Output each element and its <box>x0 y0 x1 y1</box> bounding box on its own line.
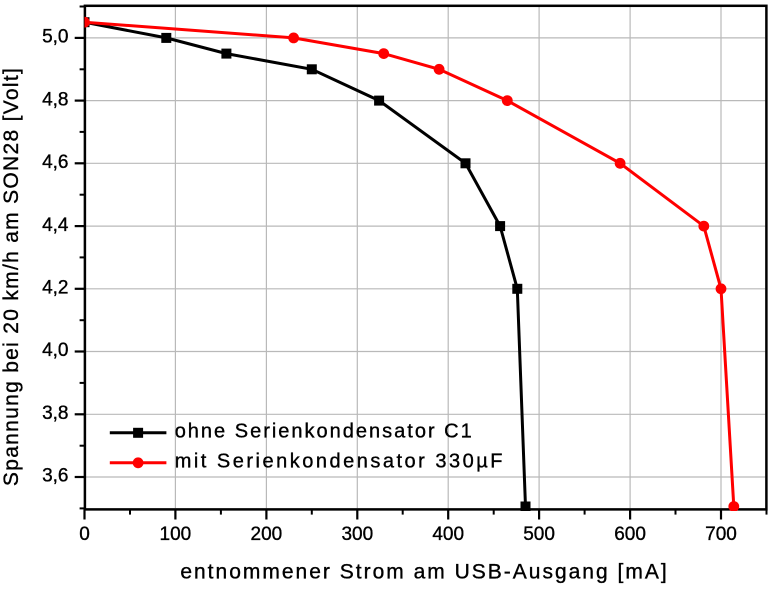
svg-text:3,6: 3,6 <box>42 466 68 487</box>
svg-text:400: 400 <box>432 524 464 545</box>
svg-text:Spannung bei 20 km/h am SON28: Spannung bei 20 km/h am SON28 [Volt] <box>0 67 23 486</box>
svg-text:700: 700 <box>705 524 737 545</box>
svg-text:600: 600 <box>614 524 646 545</box>
svg-text:3,8: 3,8 <box>42 403 68 424</box>
svg-text:500: 500 <box>523 524 555 545</box>
svg-text:4,2: 4,2 <box>42 278 68 299</box>
svg-text:entnommener Strom am USB-Ausga: entnommener Strom am USB-Ausgang [mA] <box>180 561 668 584</box>
svg-text:300: 300 <box>341 524 373 545</box>
svg-text:100: 100 <box>160 524 192 545</box>
svg-text:mit Serienkondensator 330µF: mit Serienkondensator 330µF <box>175 451 505 473</box>
svg-text:200: 200 <box>251 524 283 545</box>
svg-text:5,0: 5,0 <box>42 27 68 48</box>
svg-text:4,4: 4,4 <box>42 215 69 236</box>
svg-text:4,6: 4,6 <box>42 152 68 173</box>
svg-text:4,8: 4,8 <box>42 89 68 110</box>
svg-text:0: 0 <box>79 524 90 545</box>
svg-text:4,0: 4,0 <box>42 340 68 361</box>
svg-text:ohne Serienkondensator C1: ohne Serienkondensator C1 <box>175 421 474 443</box>
